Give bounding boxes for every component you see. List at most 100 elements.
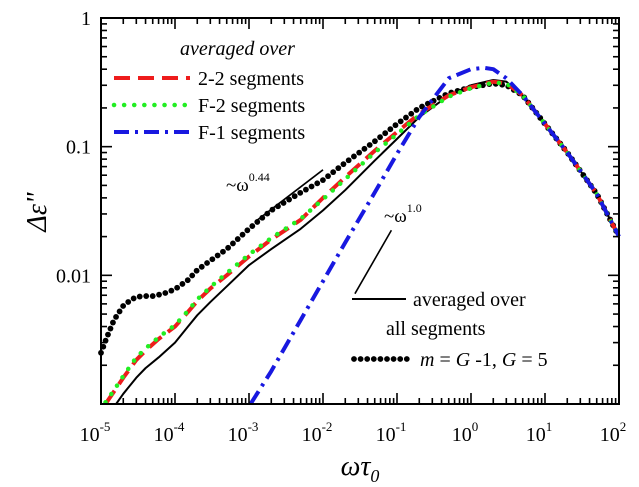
series-layer xyxy=(98,65,622,406)
series-dot xyxy=(397,118,404,125)
series-dot xyxy=(174,284,181,291)
slope-label-10: ~ω1.0 xyxy=(384,201,422,227)
series-dot xyxy=(361,145,368,152)
x-tick-label: 102 xyxy=(600,419,627,446)
legend-label-averaged-line2: all segments xyxy=(386,318,486,340)
series-dot xyxy=(377,134,383,141)
legend-label-f-1-segments: F-1 segments xyxy=(198,122,305,144)
legend-label-model: m = G -1, G = 5 xyxy=(420,349,548,371)
y-tick-label: 1 xyxy=(81,8,91,30)
slope-label-044: ~ω0.44 xyxy=(226,170,270,196)
slope-guide-044 xyxy=(254,169,324,223)
x-axis-label-main: ωτ xyxy=(341,451,372,482)
series-dot xyxy=(107,325,114,332)
series-dot xyxy=(291,193,298,200)
series-dot xyxy=(143,293,150,299)
series-dot xyxy=(424,100,431,107)
legend-layer: averaged over 2-2 segments F-2 segments F-1… xyxy=(111,38,548,371)
x-tick-label: 10-5 xyxy=(80,419,111,446)
series-dot xyxy=(403,114,409,121)
series-line-f-1-segments xyxy=(248,65,621,406)
series-dot xyxy=(330,169,337,176)
plot-frame xyxy=(100,17,620,405)
series-dot xyxy=(220,248,226,255)
series-dot xyxy=(230,240,236,247)
series-dot xyxy=(168,287,175,294)
series-dot xyxy=(351,153,357,160)
series-dot xyxy=(335,165,342,172)
tick-labels-layer: 10-5 10-4 10-3 10-2 10-1 100 101 102 1 0.1 0.01 xyxy=(56,8,626,446)
y-axis-label: Δε" xyxy=(22,192,53,232)
series-dot xyxy=(308,183,315,190)
series-dot xyxy=(244,227,251,234)
legend-dot xyxy=(370,356,377,362)
series-dot xyxy=(156,291,162,298)
annotation-layer: ~ω0.44 ~ω1.0 xyxy=(226,169,422,295)
x-tick-label: 100 xyxy=(452,419,479,446)
series-dot xyxy=(372,138,378,145)
legend-dot xyxy=(364,356,371,362)
x-tick-label: 10-3 xyxy=(228,419,259,446)
series-dot xyxy=(136,293,143,300)
x-tick-label: 10-1 xyxy=(376,419,407,446)
series-dot xyxy=(239,231,246,238)
legend-top-title: averaged over xyxy=(180,38,295,60)
series-dot xyxy=(320,177,326,184)
series-dot xyxy=(345,157,352,164)
y-axis-label-suffix: " xyxy=(22,192,53,204)
series-dot xyxy=(303,186,309,193)
series-dot xyxy=(193,267,200,274)
legend-dot xyxy=(397,356,404,362)
series-dot xyxy=(162,290,169,296)
series-dot xyxy=(130,295,137,302)
series-dot xyxy=(234,236,241,242)
legend-dot xyxy=(403,356,410,362)
series-dot xyxy=(413,107,420,113)
series-dot xyxy=(179,281,186,287)
series-dot xyxy=(198,263,205,270)
legend-dot xyxy=(390,356,397,362)
series-dot xyxy=(408,110,415,117)
series-dot xyxy=(419,103,425,110)
y-tick-label: 0.1 xyxy=(66,137,91,159)
series-dot xyxy=(116,308,123,315)
ticks-layer xyxy=(100,17,620,405)
series-dot xyxy=(189,272,196,279)
series-dot xyxy=(204,260,210,266)
series-dot xyxy=(149,293,156,299)
legend-label-f-2-segments: F-2 segments xyxy=(198,95,305,117)
x-tick-label: 101 xyxy=(526,419,553,446)
x-axis-label: ωτ0 xyxy=(341,451,380,486)
series-dot xyxy=(110,319,116,326)
series-dot xyxy=(105,331,111,338)
y-axis-label-main: Δε xyxy=(22,204,53,232)
series-dot xyxy=(184,277,191,284)
series-dot xyxy=(480,82,486,89)
series-dot xyxy=(125,299,132,305)
series-dot xyxy=(392,122,399,129)
series-dot xyxy=(225,244,232,251)
series-dot xyxy=(214,252,221,259)
x-axis-label-sub: 0 xyxy=(370,466,379,486)
series-dot xyxy=(113,313,119,320)
slope-guide-10 xyxy=(354,229,393,295)
legend-dot xyxy=(357,356,364,362)
series-dot xyxy=(356,149,363,156)
series-dot xyxy=(382,130,389,137)
series-dot xyxy=(387,126,394,133)
series-dot xyxy=(366,142,373,148)
x-tick-label: 10-2 xyxy=(302,419,333,446)
series-dot xyxy=(249,223,256,229)
series-dot xyxy=(297,189,304,196)
series-dot xyxy=(286,196,293,203)
legend-swatch-model-dots xyxy=(351,356,410,362)
series-dot xyxy=(340,161,347,168)
legend-dot xyxy=(377,356,384,362)
series-dot xyxy=(314,180,321,187)
legend-label-averaged-line1: averaged over xyxy=(413,289,526,311)
series-dot xyxy=(259,214,266,221)
x-tick-label: 10-4 xyxy=(154,419,185,446)
legend-dot xyxy=(384,356,390,362)
legend-dot xyxy=(351,356,357,362)
